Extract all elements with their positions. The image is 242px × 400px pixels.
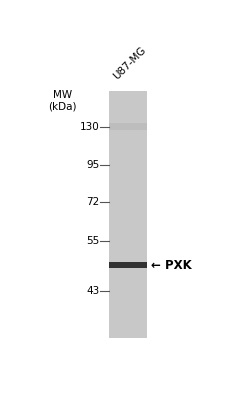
- Text: MW
(kDa): MW (kDa): [48, 90, 76, 111]
- Text: 95: 95: [86, 160, 100, 170]
- Text: 55: 55: [86, 236, 100, 246]
- Bar: [109, 262, 147, 268]
- Text: 43: 43: [86, 286, 100, 296]
- Bar: [109, 91, 147, 338]
- Bar: [109, 123, 147, 130]
- Text: ← PXK: ← PXK: [151, 259, 192, 272]
- Text: 130: 130: [80, 122, 100, 132]
- Text: 72: 72: [86, 197, 100, 207]
- Text: U87-MG: U87-MG: [112, 46, 148, 82]
